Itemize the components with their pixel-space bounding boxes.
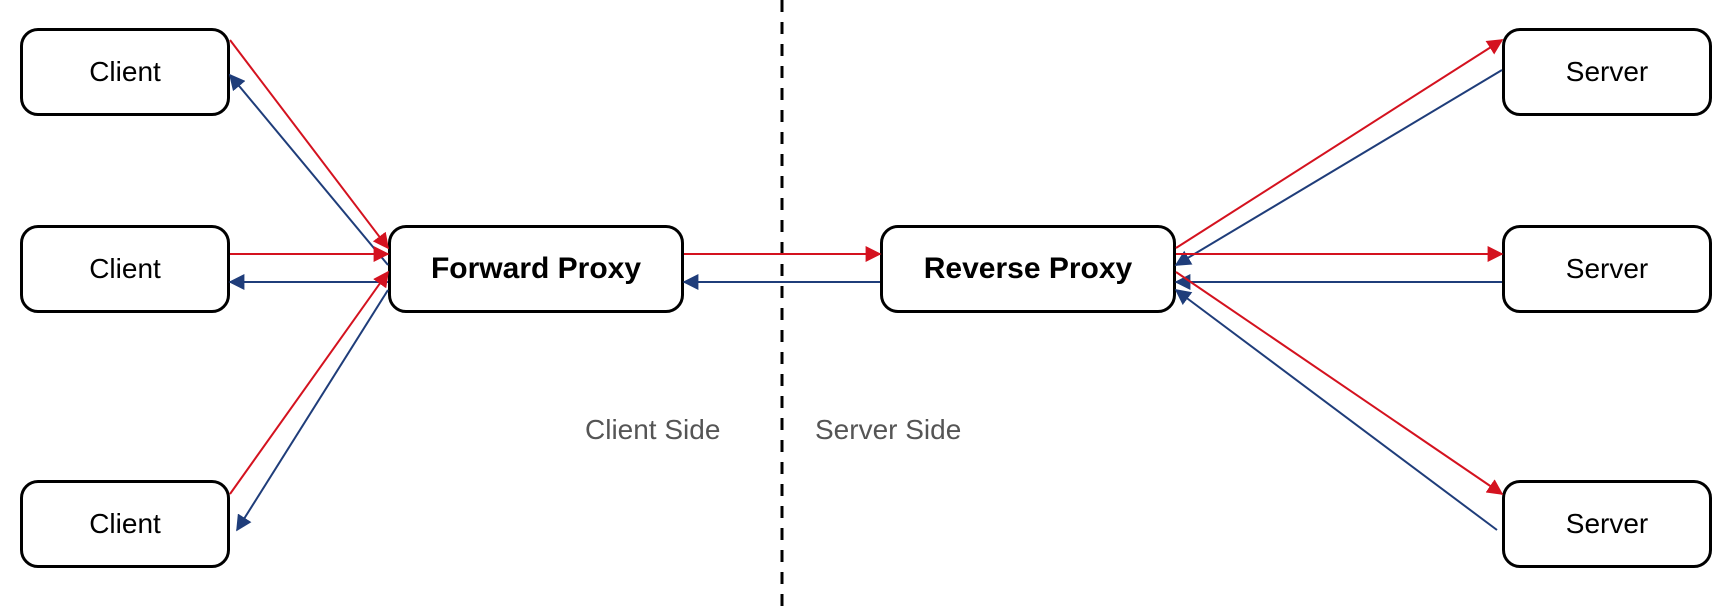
edge-fproxy-to-client3 (237, 290, 388, 530)
edge-rproxy-to-server1 (1176, 40, 1502, 248)
client-node-1: Client (20, 28, 230, 116)
edge-rproxy-to-server3 (1176, 272, 1502, 494)
forward-proxy-label: Forward Proxy (431, 252, 641, 286)
edge-fproxy-to-client1 (230, 75, 388, 265)
edge-server3-to-rproxy (1176, 290, 1497, 530)
client-node-1-label: Client (89, 56, 161, 88)
server-side-text: Server Side (815, 414, 961, 445)
edge-client1-to-fproxy (230, 40, 388, 248)
server-node-2: Server (1502, 225, 1712, 313)
client-node-2: Client (20, 225, 230, 313)
reverse-proxy-label: Reverse Proxy (924, 252, 1132, 286)
reverse-proxy-node: Reverse Proxy (880, 225, 1176, 313)
server-node-1: Server (1502, 28, 1712, 116)
server-node-1-label: Server (1566, 56, 1648, 88)
server-side-label: Server Side (815, 414, 961, 446)
diagram-arrows (0, 0, 1734, 610)
edge-server1-to-rproxy (1176, 70, 1502, 265)
server-node-3: Server (1502, 480, 1712, 568)
server-node-3-label: Server (1566, 508, 1648, 540)
client-side-label: Client Side (585, 414, 720, 446)
client-node-2-label: Client (89, 253, 161, 285)
server-node-2-label: Server (1566, 253, 1648, 285)
client-side-text: Client Side (585, 414, 720, 445)
client-node-3: Client (20, 480, 230, 568)
edge-client3-to-fproxy (230, 272, 388, 494)
client-node-3-label: Client (89, 508, 161, 540)
forward-proxy-node: Forward Proxy (388, 225, 684, 313)
